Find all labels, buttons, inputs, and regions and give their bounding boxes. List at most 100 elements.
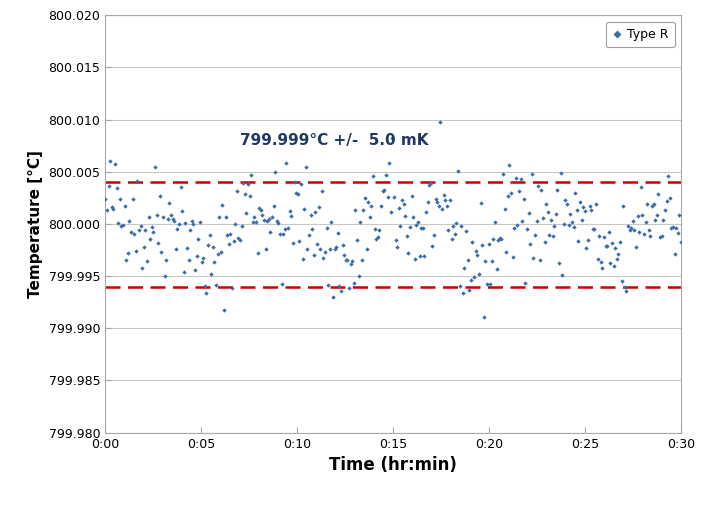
Y-axis label: Temperature [°C]: Temperature [°C] <box>28 150 43 298</box>
Type R <box>598 233 609 241</box>
Type R <box>345 260 356 268</box>
Type R <box>518 194 529 203</box>
Type R <box>110 160 121 168</box>
Type R <box>126 228 137 236</box>
Type R <box>348 278 359 287</box>
Type R <box>177 207 188 215</box>
Type R <box>604 259 616 267</box>
Type R <box>145 235 156 243</box>
Type R <box>382 193 393 202</box>
Type R <box>482 280 493 288</box>
Type R <box>172 225 183 233</box>
Type R <box>192 235 204 243</box>
Type R <box>433 202 444 210</box>
Type R <box>404 223 416 231</box>
Type R <box>146 223 157 232</box>
X-axis label: Time (hr:min): Time (hr:min) <box>329 456 457 474</box>
Type R <box>383 159 395 167</box>
Type R <box>461 228 472 236</box>
Type R <box>359 194 371 203</box>
Type R <box>432 199 443 207</box>
Type R <box>619 283 630 291</box>
Type R <box>637 211 648 219</box>
Type R <box>252 249 263 257</box>
Type R <box>249 212 260 220</box>
Type R <box>204 231 215 239</box>
Type R <box>668 223 679 232</box>
Type R <box>423 181 435 189</box>
Type R <box>138 243 150 251</box>
Type R <box>274 230 286 238</box>
Type R <box>669 250 680 258</box>
Type R <box>397 195 408 204</box>
Type R <box>167 215 178 223</box>
Type R <box>475 199 486 207</box>
Type R <box>218 306 230 314</box>
Type R <box>594 232 605 240</box>
Type R <box>233 234 244 242</box>
Type R <box>190 266 201 274</box>
Type R <box>403 249 414 258</box>
Type R <box>157 213 168 221</box>
Type R <box>296 180 307 188</box>
Type R <box>453 166 464 175</box>
Type R <box>166 211 177 219</box>
Type R <box>658 216 669 224</box>
Type R <box>497 170 508 178</box>
Type R <box>133 225 145 234</box>
Type R <box>234 236 246 244</box>
Type R <box>273 219 284 227</box>
Type R <box>196 258 207 266</box>
Type R <box>478 313 489 321</box>
Type R <box>333 282 345 291</box>
Type R <box>105 157 116 165</box>
Type R <box>398 200 409 208</box>
Type R <box>314 245 326 253</box>
Type R <box>467 238 478 246</box>
Type R <box>336 287 347 295</box>
Type R <box>661 197 672 206</box>
Type R <box>553 259 564 267</box>
Type R <box>647 202 658 210</box>
Type R <box>569 189 581 197</box>
Type R <box>282 224 293 232</box>
Type R <box>523 209 534 217</box>
Type R <box>353 272 364 280</box>
Type R <box>493 236 504 244</box>
Type R <box>329 245 340 253</box>
Type R <box>664 193 675 202</box>
Type R <box>178 268 190 276</box>
Type R <box>124 217 135 225</box>
Type R <box>197 253 208 262</box>
Legend: Type R: Type R <box>606 21 675 47</box>
Type R <box>116 222 127 230</box>
Type R <box>558 220 569 228</box>
Type R <box>649 216 661 224</box>
Type R <box>531 217 542 225</box>
Type R <box>427 242 438 250</box>
Type R <box>616 277 627 285</box>
Type R <box>670 224 682 232</box>
Type R <box>390 236 401 244</box>
Type R <box>494 234 505 242</box>
Type R <box>406 192 417 200</box>
Type R <box>562 200 573 208</box>
Type R <box>640 218 651 226</box>
Type R <box>247 218 258 227</box>
Type R <box>281 159 292 167</box>
Type R <box>217 201 228 209</box>
Type R <box>618 202 629 210</box>
Type R <box>279 225 291 233</box>
Type R <box>191 251 202 260</box>
Type R <box>408 212 419 220</box>
Type R <box>377 187 388 195</box>
Type R <box>625 224 637 233</box>
Type R <box>595 258 607 266</box>
Type R <box>533 182 544 190</box>
Type R <box>463 286 475 294</box>
Type R <box>563 221 574 230</box>
Type R <box>456 222 467 231</box>
Type R <box>242 180 253 188</box>
Type R <box>332 229 343 237</box>
Type R <box>201 289 212 297</box>
